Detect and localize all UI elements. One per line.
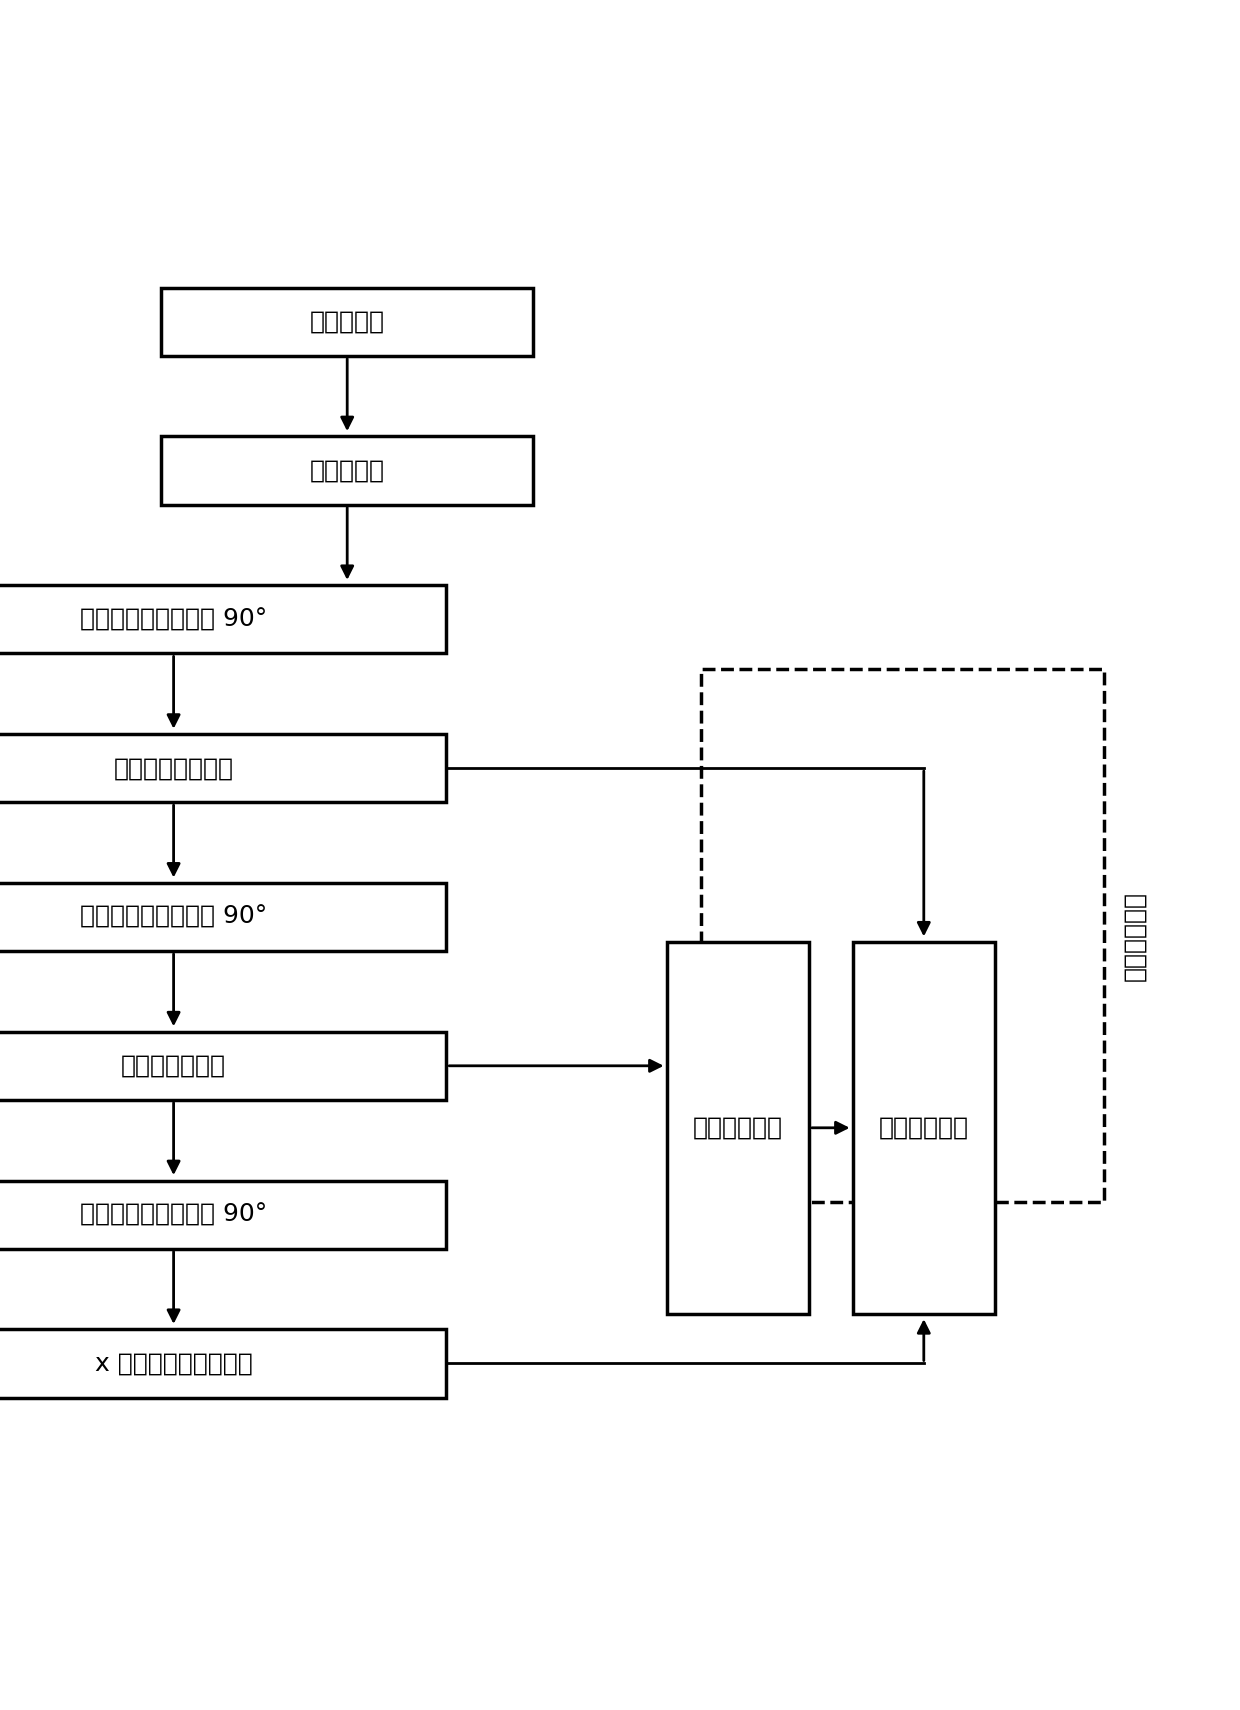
Text: x 射线荧光分析仪工作: x 射线荧光分析仪工作: [94, 1351, 253, 1375]
FancyBboxPatch shape: [0, 734, 446, 802]
FancyBboxPatch shape: [0, 1031, 446, 1100]
Text: 伺服电机顺时针旋转 90°: 伺服电机顺时针旋转 90°: [79, 905, 268, 929]
Text: 伺服电机顺时针旋转 90°: 伺服电机顺时针旋转 90°: [79, 1202, 268, 1226]
Text: 伺服电机顺时针旋转 90°: 伺服电机顺时针旋转 90°: [79, 607, 268, 631]
FancyBboxPatch shape: [161, 436, 533, 504]
Text: 数据分析平台: 数据分析平台: [1122, 891, 1147, 980]
Text: 液压臂工作: 液压臂工作: [310, 310, 384, 333]
FancyBboxPatch shape: [0, 1180, 446, 1248]
FancyBboxPatch shape: [161, 287, 533, 356]
Text: 烘干机工作: 烘干机工作: [310, 458, 384, 482]
FancyBboxPatch shape: [667, 942, 808, 1313]
Text: 图像识别系统: 图像识别系统: [693, 1117, 782, 1141]
Text: 近红外分析仪工作: 近红外分析仪工作: [114, 756, 233, 780]
FancyBboxPatch shape: [0, 585, 446, 653]
FancyBboxPatch shape: [0, 882, 446, 951]
FancyBboxPatch shape: [853, 942, 994, 1313]
Text: 图像采集器工作: 图像采集器工作: [122, 1053, 226, 1077]
Text: 综可分析系统: 综可分析系统: [879, 1117, 968, 1141]
FancyBboxPatch shape: [0, 1329, 446, 1397]
